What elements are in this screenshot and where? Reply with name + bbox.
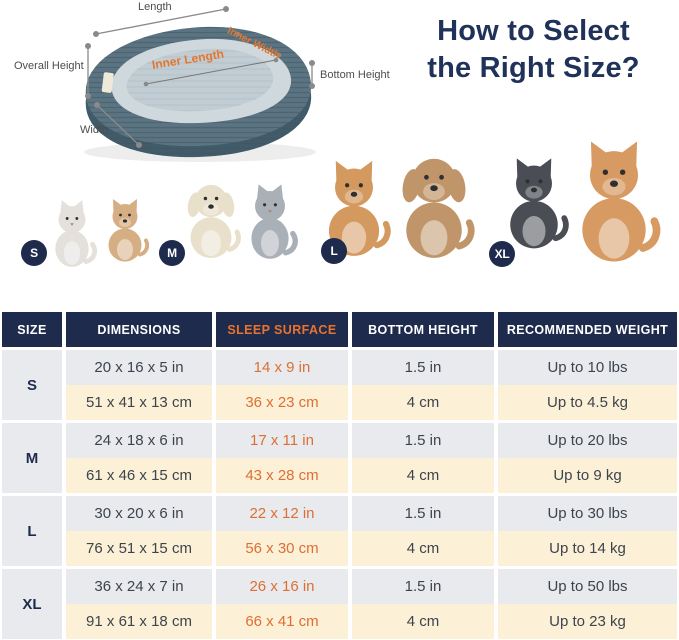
page-title-line2: the Right Size? <box>427 52 640 84</box>
white-cat-photo <box>44 198 100 268</box>
page-title-line1: How to Select <box>437 15 630 47</box>
table-cell: 26 x 16 in <box>216 569 348 604</box>
table-cell: Up to 9 kg <box>498 458 677 493</box>
table-cell: 14 x 9 in <box>216 350 348 385</box>
size-badge-l: L <box>321 238 347 264</box>
table-header-row: SIZE DIMENSIONS SLEEP SURFACE BOTTOM HEI… <box>2 312 677 347</box>
table-cell: 4 cm <box>352 531 494 566</box>
size-badge-s: S <box>21 240 47 266</box>
table-cell: Up to 20 lbs <box>498 423 677 458</box>
size-label: M <box>2 423 62 493</box>
table-cell: Up to 30 lbs <box>498 496 677 531</box>
header-bottom-height: BOTTOM HEIGHT <box>352 312 494 347</box>
header-size: SIZE <box>2 312 62 347</box>
table-cell: 43 x 28 cm <box>216 458 348 493</box>
maltese-dog-photo <box>180 170 242 268</box>
table-cell: 17 x 11 in <box>216 423 348 458</box>
width-label: Width <box>80 124 109 136</box>
size-badge-xl: XL <box>489 241 515 267</box>
table-cell: Up to 10 lbs <box>498 350 677 385</box>
size-badge-m: M <box>159 240 185 266</box>
header-recommended-weight: RECOMMENDED WEIGHT <box>498 312 677 347</box>
table-cell: Up to 14 kg <box>498 531 677 566</box>
table-cell: 36 x 23 cm <box>216 385 348 420</box>
table-cell: 30 x 20 x 6 in <box>66 496 212 531</box>
table-group-l: L 30 x 20 x 6 in 22 x 12 in 1.5 in Up to… <box>2 496 677 566</box>
dog-bed-illustration <box>84 6 316 162</box>
length-label: Length <box>138 1 172 13</box>
table-group-s: S 20 x 16 x 5 in 14 x 9 in 1.5 in Up to … <box>2 350 677 420</box>
table-cell: 1.5 in <box>352 350 494 385</box>
table-cell: 22 x 12 in <box>216 496 348 531</box>
header-sleep-surface: SLEEP SURFACE <box>216 312 348 347</box>
header-dimensions: DIMENSIONS <box>66 312 212 347</box>
chihuahua-photo <box>100 192 150 268</box>
table-group-m: M 24 x 18 x 6 in 17 x 11 in 1.5 in Up to… <box>2 423 677 493</box>
table-cell: Up to 4.5 kg <box>498 385 677 420</box>
size-label: S <box>2 350 62 420</box>
beagle-photo <box>392 142 476 268</box>
size-label: XL <box>2 569 62 639</box>
table-cell: 1.5 in <box>352 496 494 531</box>
table-cell: 51 x 41 x 13 cm <box>66 385 212 420</box>
bottom-height-label: Bottom Height <box>320 69 390 81</box>
size-table: SIZE DIMENSIONS SLEEP SURFACE BOTTOM HEI… <box>2 312 677 640</box>
table-cell: 76 x 51 x 15 cm <box>66 531 212 566</box>
table-cell: 61 x 46 x 15 cm <box>66 458 212 493</box>
page-title: How to Select the Right Size? <box>388 13 679 87</box>
table-cell: 20 x 16 x 5 in <box>66 350 212 385</box>
table-cell: 4 cm <box>352 458 494 493</box>
table-cell: 1.5 in <box>352 423 494 458</box>
table-cell: 66 x 41 cm <box>216 604 348 639</box>
overall-height-label: Overall Height <box>14 60 84 72</box>
table-cell: 91 x 61 x 18 cm <box>66 604 212 639</box>
pet-size-examples: S M L XL <box>0 0 679 300</box>
table-cell: 4 cm <box>352 604 494 639</box>
table-group-xl: XL 36 x 24 x 7 in 26 x 16 in 1.5 in Up t… <box>2 569 677 639</box>
shiba-inu-photo <box>566 134 662 268</box>
table-cell: Up to 50 lbs <box>498 569 677 604</box>
table-cell: 4 cm <box>352 385 494 420</box>
table-cell: 1.5 in <box>352 569 494 604</box>
size-label: L <box>2 496 62 566</box>
table-cell: Up to 23 kg <box>498 604 677 639</box>
table-cell: 56 x 30 cm <box>216 531 348 566</box>
gray-cat-photo <box>240 174 300 268</box>
table-cell: 24 x 18 x 6 in <box>66 423 212 458</box>
bed-diagram: Length Overall Height Width Bottom Heigh… <box>0 0 400 170</box>
table-cell: 36 x 24 x 7 in <box>66 569 212 604</box>
